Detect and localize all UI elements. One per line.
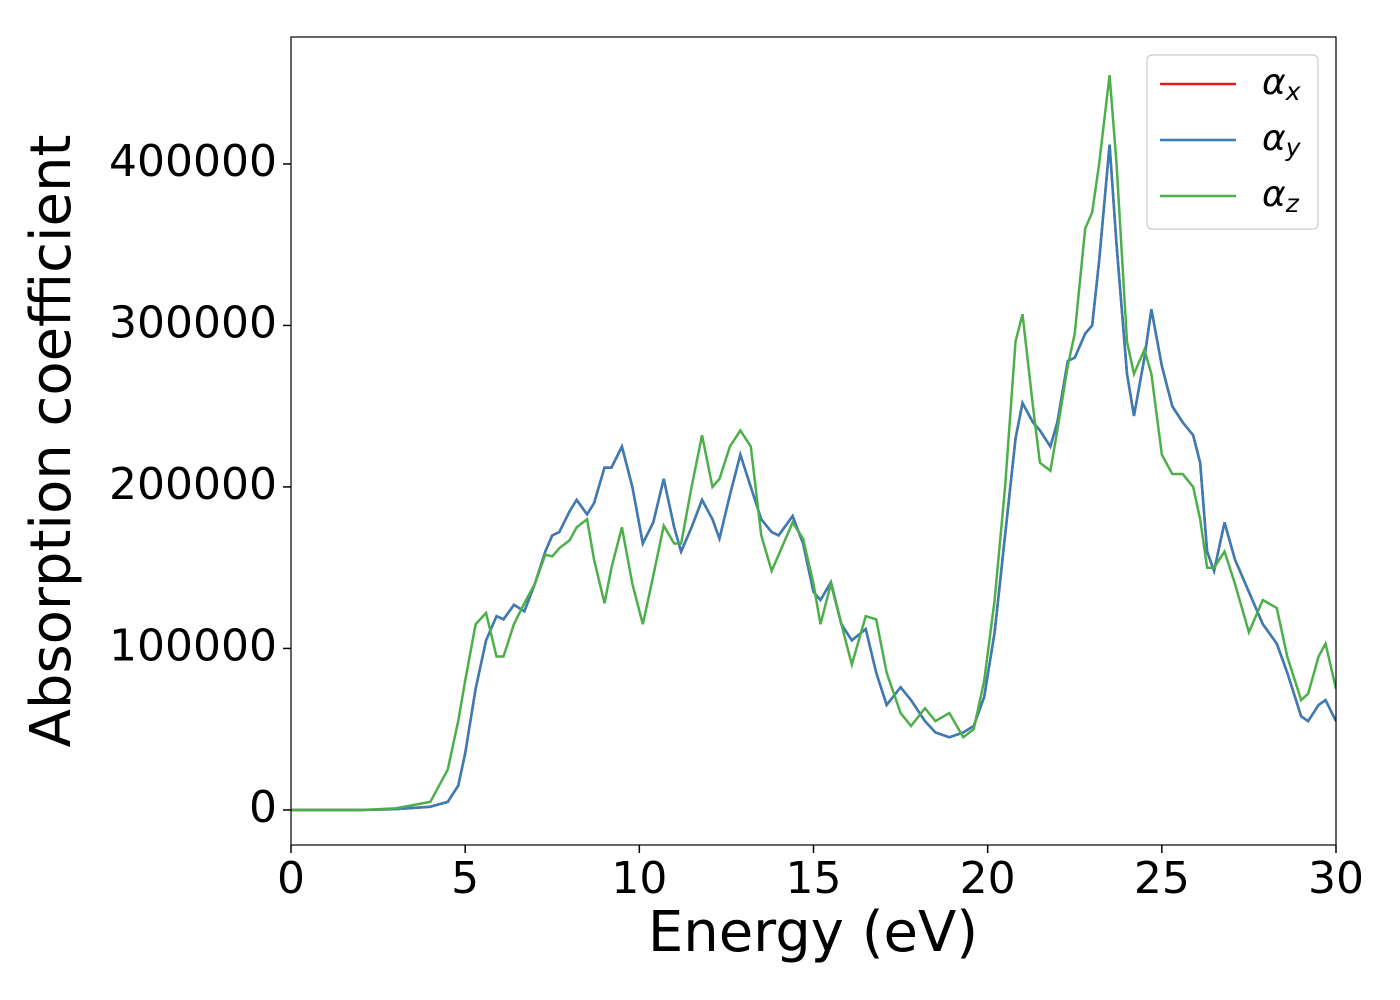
x-tick-label: 0 xyxy=(277,853,305,904)
y-tick-label: 0 xyxy=(249,782,277,833)
x-tick-label: 20 xyxy=(960,853,1016,904)
x-tick-label: 10 xyxy=(611,853,667,904)
series-line xyxy=(291,74,1336,812)
legend-label: αz xyxy=(1262,174,1300,218)
y-tick-label: 300000 xyxy=(109,297,277,348)
y-tick-label: 200000 xyxy=(109,459,277,510)
y-tick-label: 400000 xyxy=(109,136,277,187)
x-tick-label: 25 xyxy=(1134,853,1190,904)
y-axis-label: Absorption coefficient xyxy=(19,135,84,748)
x-tick-label: 30 xyxy=(1308,853,1364,904)
legend-label: αx xyxy=(1262,62,1301,106)
legend-label: αy xyxy=(1262,118,1302,162)
x-tick-label: 5 xyxy=(451,853,479,904)
x-tick-label: 15 xyxy=(786,853,842,904)
x-axis-label: Energy (eV) xyxy=(648,900,978,965)
y-tick-label: 100000 xyxy=(109,620,277,671)
series-line xyxy=(291,144,1336,812)
legend-box xyxy=(1146,54,1319,230)
plot-frame xyxy=(290,36,1337,846)
